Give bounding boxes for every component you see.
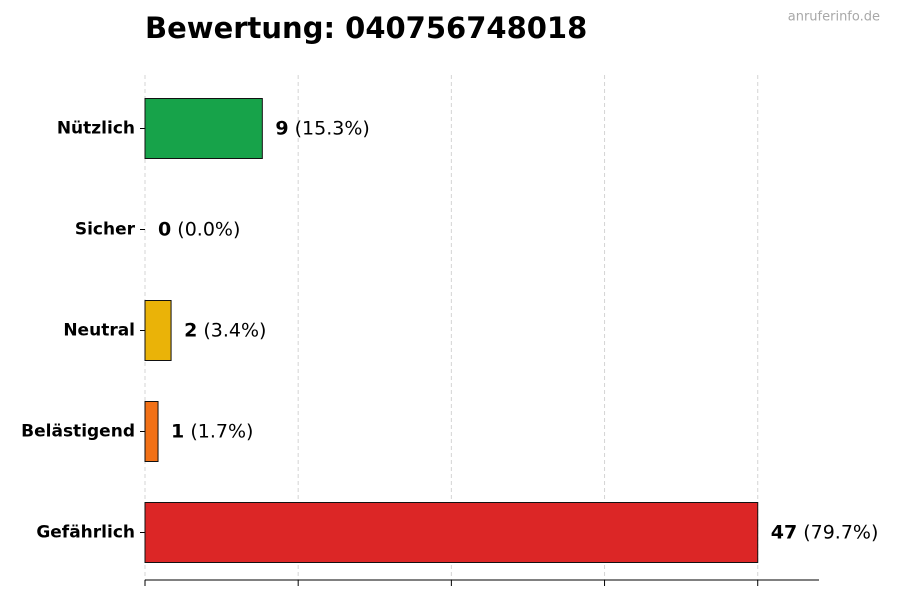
value-number: 2 xyxy=(184,319,197,341)
value-number: 9 xyxy=(275,117,288,139)
y-tick-label: Neutral xyxy=(63,321,135,341)
value-number: 1 xyxy=(171,420,184,442)
watermark: anruferinfo.de xyxy=(788,10,880,25)
value-number: 47 xyxy=(771,521,797,543)
chart-title: Bewertung: 040756748018 xyxy=(145,11,587,45)
value-label: 47 (79.7%) xyxy=(771,521,879,543)
y-tick-label: Sicher xyxy=(75,220,136,240)
y-tick-label: Belästigend xyxy=(21,422,135,442)
percent-label: (1.7%) xyxy=(190,420,253,442)
y-tick-label: Nützlich xyxy=(57,119,135,139)
percent-label: (3.4%) xyxy=(203,319,266,341)
y-tick-label: Gefährlich xyxy=(36,523,135,543)
bar xyxy=(144,502,759,563)
value-label: 2 (3.4%) xyxy=(184,319,266,341)
value-label: 0 (0.0%) xyxy=(158,218,240,240)
percent-label: (79.7%) xyxy=(803,521,878,543)
value-number: 0 xyxy=(158,218,171,240)
bar xyxy=(144,401,159,462)
bar xyxy=(144,98,263,159)
percent-label: (0.0%) xyxy=(177,218,240,240)
bar xyxy=(144,300,172,361)
value-label: 1 (1.7%) xyxy=(171,420,253,442)
percent-label: (15.3%) xyxy=(295,117,370,139)
value-label: 9 (15.3%) xyxy=(275,117,369,139)
